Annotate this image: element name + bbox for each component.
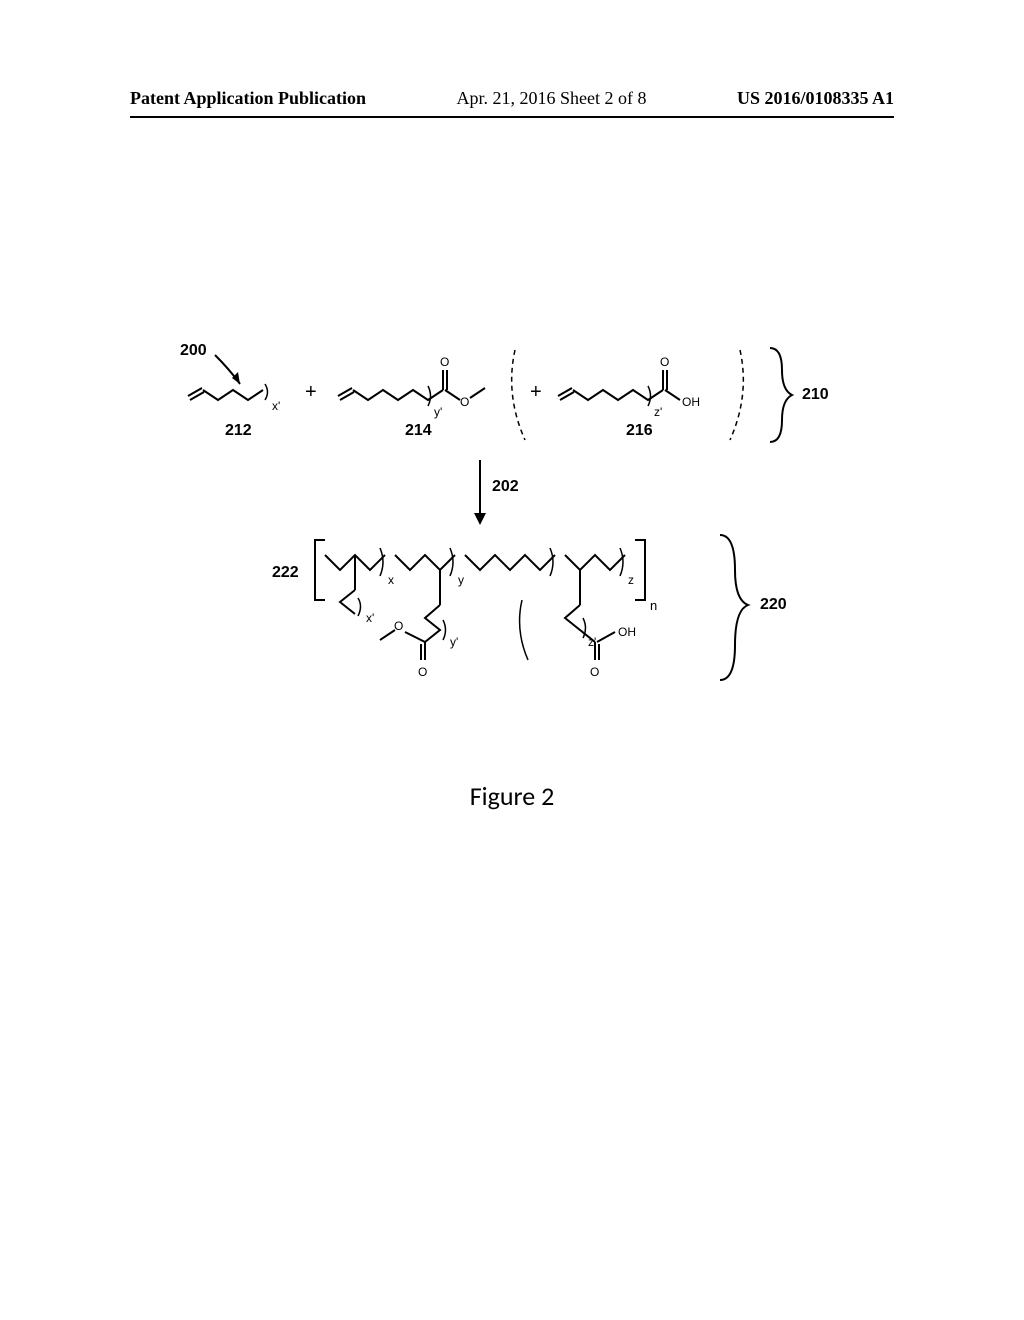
publication-type: Patent Application Publication bbox=[130, 88, 366, 109]
pendant-x-prime bbox=[340, 555, 361, 616]
label-222: 222 bbox=[272, 564, 299, 582]
plus-2: + bbox=[530, 381, 542, 403]
pendant-y-ester-O: O bbox=[394, 619, 403, 633]
structure-216 bbox=[558, 370, 680, 406]
pendant-z-prime bbox=[520, 570, 615, 660]
brace-210 bbox=[770, 348, 792, 442]
label-210: 210 bbox=[802, 386, 829, 404]
sub-z: z bbox=[628, 573, 634, 587]
header-rule bbox=[130, 116, 894, 118]
ref-200-pointer bbox=[215, 355, 240, 384]
figure-caption: Figure 2 bbox=[0, 780, 1024, 812]
sub-n: n bbox=[650, 598, 657, 613]
label-212: 212 bbox=[225, 422, 252, 440]
sub-x-prime-212: x' bbox=[272, 399, 280, 413]
ester-O-214: O bbox=[460, 395, 469, 409]
label-220: 220 bbox=[760, 596, 787, 614]
structure-212 bbox=[188, 384, 268, 400]
sub-y-prime-pendant: y' bbox=[450, 635, 458, 649]
sub-y-prime-214: y' bbox=[434, 405, 442, 419]
pendant-y-carbonyl-O: O bbox=[418, 665, 427, 679]
sub-z-prime-pendant: z' bbox=[588, 635, 596, 649]
plus-1: + bbox=[305, 381, 317, 403]
date-sheet: Apr. 21, 2016 Sheet 2 of 8 bbox=[457, 88, 647, 109]
sub-y: y bbox=[458, 573, 464, 587]
label-202: 202 bbox=[492, 478, 519, 496]
publication-number: US 2016/0108335 A1 bbox=[737, 88, 894, 109]
label-200: 200 bbox=[180, 342, 207, 360]
sub-x-prime-pendant: x' bbox=[366, 611, 374, 625]
carbonyl-O-214: O bbox=[440, 355, 449, 369]
brace-220 bbox=[720, 535, 748, 680]
carbonyl-O-216: O bbox=[660, 355, 669, 369]
label-214: 214 bbox=[405, 422, 432, 440]
figure-2-diagram: x' + O O y' + bbox=[180, 340, 880, 740]
acid-OH-216: OH bbox=[682, 395, 700, 409]
pendant-z-OH: OH bbox=[618, 625, 636, 639]
sub-z-prime-216: z' bbox=[654, 405, 662, 419]
reaction-arrow bbox=[474, 460, 486, 525]
page-header: Patent Application Publication Apr. 21, … bbox=[0, 88, 1024, 109]
sub-x: x bbox=[388, 573, 394, 587]
pendant-z-carbonyl-O: O bbox=[590, 665, 599, 679]
label-216: 216 bbox=[626, 422, 653, 440]
